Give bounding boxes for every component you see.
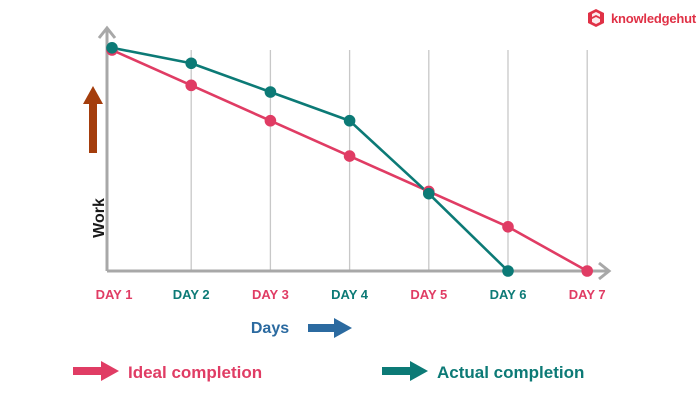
actual-completion-line xyxy=(111,46,509,272)
actual-point xyxy=(423,187,435,200)
x-tick-label: DAY 5 xyxy=(410,287,447,302)
knowledgehut-logo-icon xyxy=(588,9,604,27)
ideal-point xyxy=(264,114,277,127)
x-tick-label: DAY 7 xyxy=(569,287,606,302)
x-tick-label: DAY 3 xyxy=(252,287,289,302)
actual-point xyxy=(264,86,277,98)
actual-point xyxy=(185,57,197,70)
legend-actual-label: Actual completion xyxy=(437,363,584,382)
ideal-point xyxy=(502,221,514,233)
y-axis-title: Work xyxy=(91,198,108,238)
chart-axes xyxy=(97,25,612,281)
ideal-point xyxy=(185,79,197,92)
series-points xyxy=(106,41,593,277)
x-axis-arrowhead xyxy=(598,261,612,281)
actual-point xyxy=(502,265,514,277)
ideal-point xyxy=(343,150,356,162)
brand-logo: knowledgehut xyxy=(586,8,696,28)
x-tick-label: DAY 6 xyxy=(490,287,527,302)
brand-name: knowledgehut xyxy=(611,10,696,26)
legend-ideal-arrow-icon xyxy=(73,361,119,381)
work-up-arrow xyxy=(83,86,103,153)
x-tick-labels: DAY 1 DAY 2 DAY 3 DAY 4 DAY 5 DAY 6 DAY 7 xyxy=(96,287,606,302)
actual-point xyxy=(343,114,356,127)
legend-ideal-label: Ideal completion xyxy=(128,363,262,382)
y-axis-arrowhead xyxy=(97,25,117,39)
x-tick-label: DAY 1 xyxy=(96,287,133,302)
x-tick-label: DAY 4 xyxy=(331,287,369,302)
legend: Ideal completion Actual completion xyxy=(73,361,584,382)
ideal-point xyxy=(581,265,593,277)
x-tick-label: DAY 2 xyxy=(173,287,210,302)
legend-actual-arrow-icon xyxy=(382,361,428,381)
x-axis-title: Days xyxy=(251,320,289,337)
days-right-arrow xyxy=(308,318,352,338)
actual-point xyxy=(106,41,118,54)
